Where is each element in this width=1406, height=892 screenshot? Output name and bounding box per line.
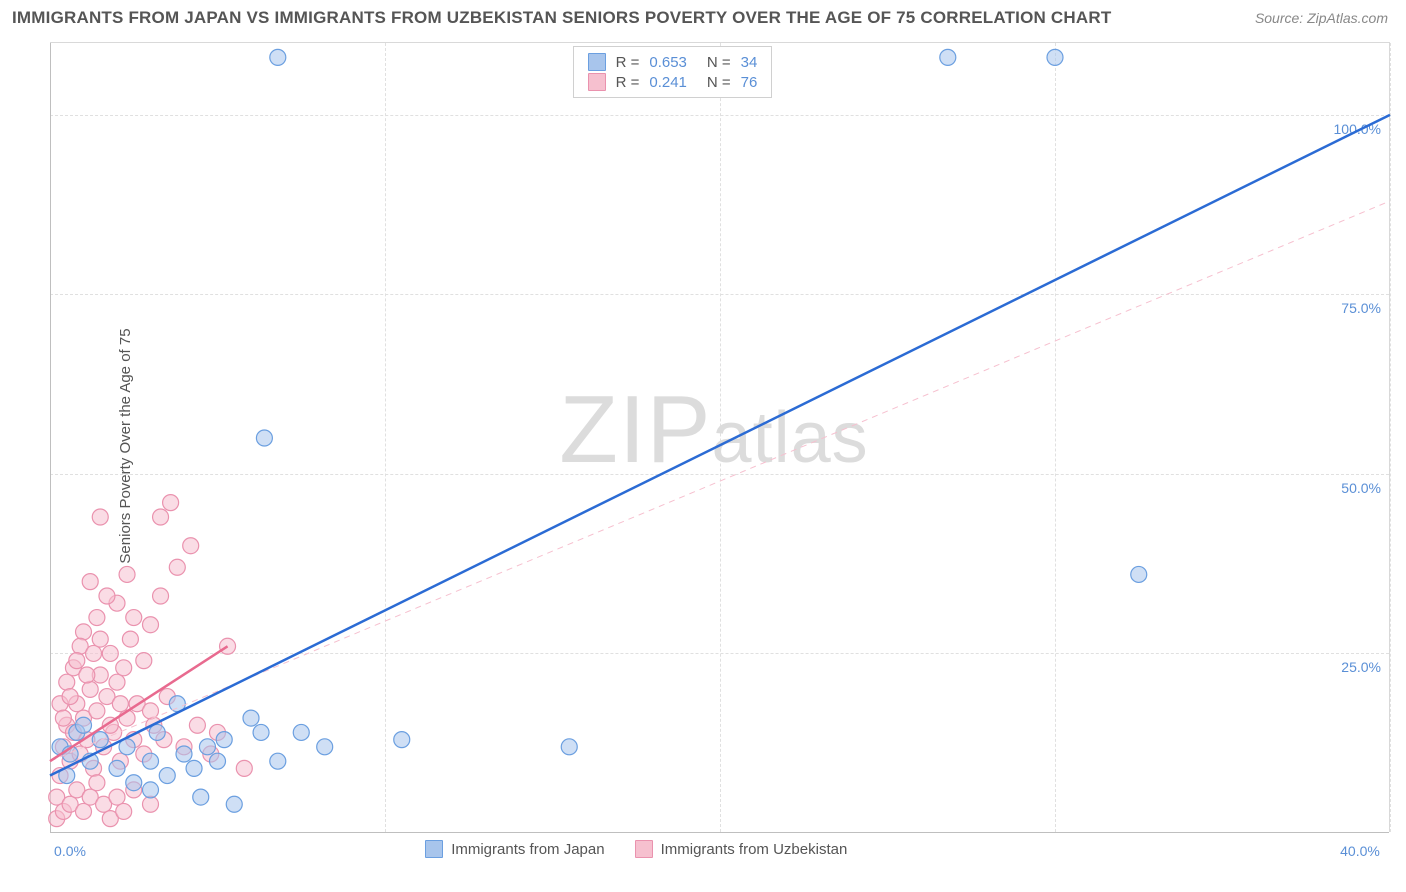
legend-n-label: N = xyxy=(707,54,731,71)
scatter-point-japan xyxy=(270,753,286,769)
legend-item: Immigrants from Uzbekistan xyxy=(635,840,848,858)
scatter-point-japan xyxy=(243,710,259,726)
legend-swatch xyxy=(588,73,606,91)
scatter-point-uzbekistan xyxy=(143,617,159,633)
scatter-point-uzbekistan xyxy=(116,803,132,819)
scatter-point-uzbekistan xyxy=(99,588,115,604)
scatter-point-uzbekistan xyxy=(163,495,179,511)
scatter-point-uzbekistan xyxy=(119,566,135,582)
scatter-point-uzbekistan xyxy=(189,717,205,733)
legend-correlation: R = 0.653 N = 34 R = 0.241 N = 76 xyxy=(573,46,773,98)
scatter-point-japan xyxy=(561,739,577,755)
scatter-point-japan xyxy=(317,739,333,755)
legend-r-value: 0.653 xyxy=(649,54,687,71)
scatter-point-uzbekistan xyxy=(55,710,71,726)
legend-swatch xyxy=(635,840,653,858)
legend-swatch xyxy=(425,840,443,858)
scatter-point-uzbekistan xyxy=(89,775,105,791)
scatter-point-uzbekistan xyxy=(59,674,75,690)
scatter-point-japan xyxy=(216,732,232,748)
scatter-point-uzbekistan xyxy=(89,610,105,626)
x-tick-label: 0.0% xyxy=(54,843,86,859)
x-tick-label: 40.0% xyxy=(1340,843,1380,859)
scatter-point-uzbekistan xyxy=(126,610,142,626)
scatter-point-uzbekistan xyxy=(153,509,169,525)
scatter-point-uzbekistan xyxy=(79,667,95,683)
scatter-point-uzbekistan xyxy=(183,538,199,554)
legend-n-value: 34 xyxy=(741,54,758,71)
scatter-point-uzbekistan xyxy=(153,588,169,604)
scatter-point-uzbekistan xyxy=(82,574,98,590)
scatter-point-japan xyxy=(92,732,108,748)
scatter-point-japan xyxy=(940,49,956,65)
scatter-point-uzbekistan xyxy=(112,696,128,712)
scatter-point-uzbekistan xyxy=(82,681,98,697)
scatter-point-japan xyxy=(193,789,209,805)
scatter-point-uzbekistan xyxy=(169,559,185,575)
scatter-point-uzbekistan xyxy=(76,624,92,640)
scatter-point-japan xyxy=(253,724,269,740)
scatter-point-uzbekistan xyxy=(86,645,102,661)
scatter-point-uzbekistan xyxy=(76,803,92,819)
scatter-point-japan xyxy=(199,739,215,755)
trend-line-japan xyxy=(50,115,1390,776)
legend-series: Immigrants from Japan Immigrants from Uzb… xyxy=(425,840,847,858)
scatter-point-japan xyxy=(149,724,165,740)
scatter-point-japan xyxy=(143,753,159,769)
scatter-point-japan xyxy=(226,796,242,812)
legend-n-label: N = xyxy=(707,74,731,91)
scatter-point-japan xyxy=(270,49,286,65)
scatter-point-japan xyxy=(1047,49,1063,65)
legend-item-label: Immigrants from Japan xyxy=(451,841,604,858)
scatter-point-japan xyxy=(186,760,202,776)
scatter-point-uzbekistan xyxy=(92,509,108,525)
scatter-point-uzbekistan xyxy=(116,660,132,676)
legend-row: R = 0.241 N = 76 xyxy=(588,73,758,91)
legend-r-label: R = xyxy=(616,54,640,71)
scatter-point-japan xyxy=(210,753,226,769)
gridline-v xyxy=(1390,43,1391,832)
plot-area: 25.0%50.0%75.0%100.0%0.0%40.0%ZIPatlas xyxy=(50,42,1390,832)
scatter-point-uzbekistan xyxy=(122,631,138,647)
scatter-point-japan xyxy=(256,430,272,446)
scatter-point-uzbekistan xyxy=(89,703,105,719)
legend-row: R = 0.653 N = 34 xyxy=(588,53,758,71)
scatter-point-uzbekistan xyxy=(62,689,78,705)
chart-svg xyxy=(50,43,1390,833)
scatter-point-japan xyxy=(76,717,92,733)
chart-title: IMMIGRANTS FROM JAPAN VS IMMIGRANTS FROM… xyxy=(12,8,1111,28)
scatter-point-uzbekistan xyxy=(92,631,108,647)
source-label: Source: ZipAtlas.com xyxy=(1255,10,1388,26)
scatter-point-uzbekistan xyxy=(109,789,125,805)
scatter-point-japan xyxy=(143,782,159,798)
scatter-point-japan xyxy=(1131,566,1147,582)
scatter-point-japan xyxy=(126,775,142,791)
scatter-point-uzbekistan xyxy=(136,653,152,669)
scatter-point-uzbekistan xyxy=(102,645,118,661)
legend-r-label: R = xyxy=(616,74,640,91)
scatter-point-japan xyxy=(109,760,125,776)
legend-swatch xyxy=(588,53,606,71)
legend-item: Immigrants from Japan xyxy=(425,840,604,858)
scatter-point-uzbekistan xyxy=(236,760,252,776)
scatter-point-uzbekistan xyxy=(109,674,125,690)
legend-n-value: 76 xyxy=(741,74,758,91)
legend-r-value: 0.241 xyxy=(649,74,687,91)
scatter-point-japan xyxy=(293,724,309,740)
legend-item-label: Immigrants from Uzbekistan xyxy=(661,841,848,858)
scatter-point-japan xyxy=(159,768,175,784)
scatter-point-uzbekistan xyxy=(69,653,85,669)
scatter-point-japan xyxy=(394,732,410,748)
scatter-point-japan xyxy=(176,746,192,762)
scatter-point-uzbekistan xyxy=(143,796,159,812)
